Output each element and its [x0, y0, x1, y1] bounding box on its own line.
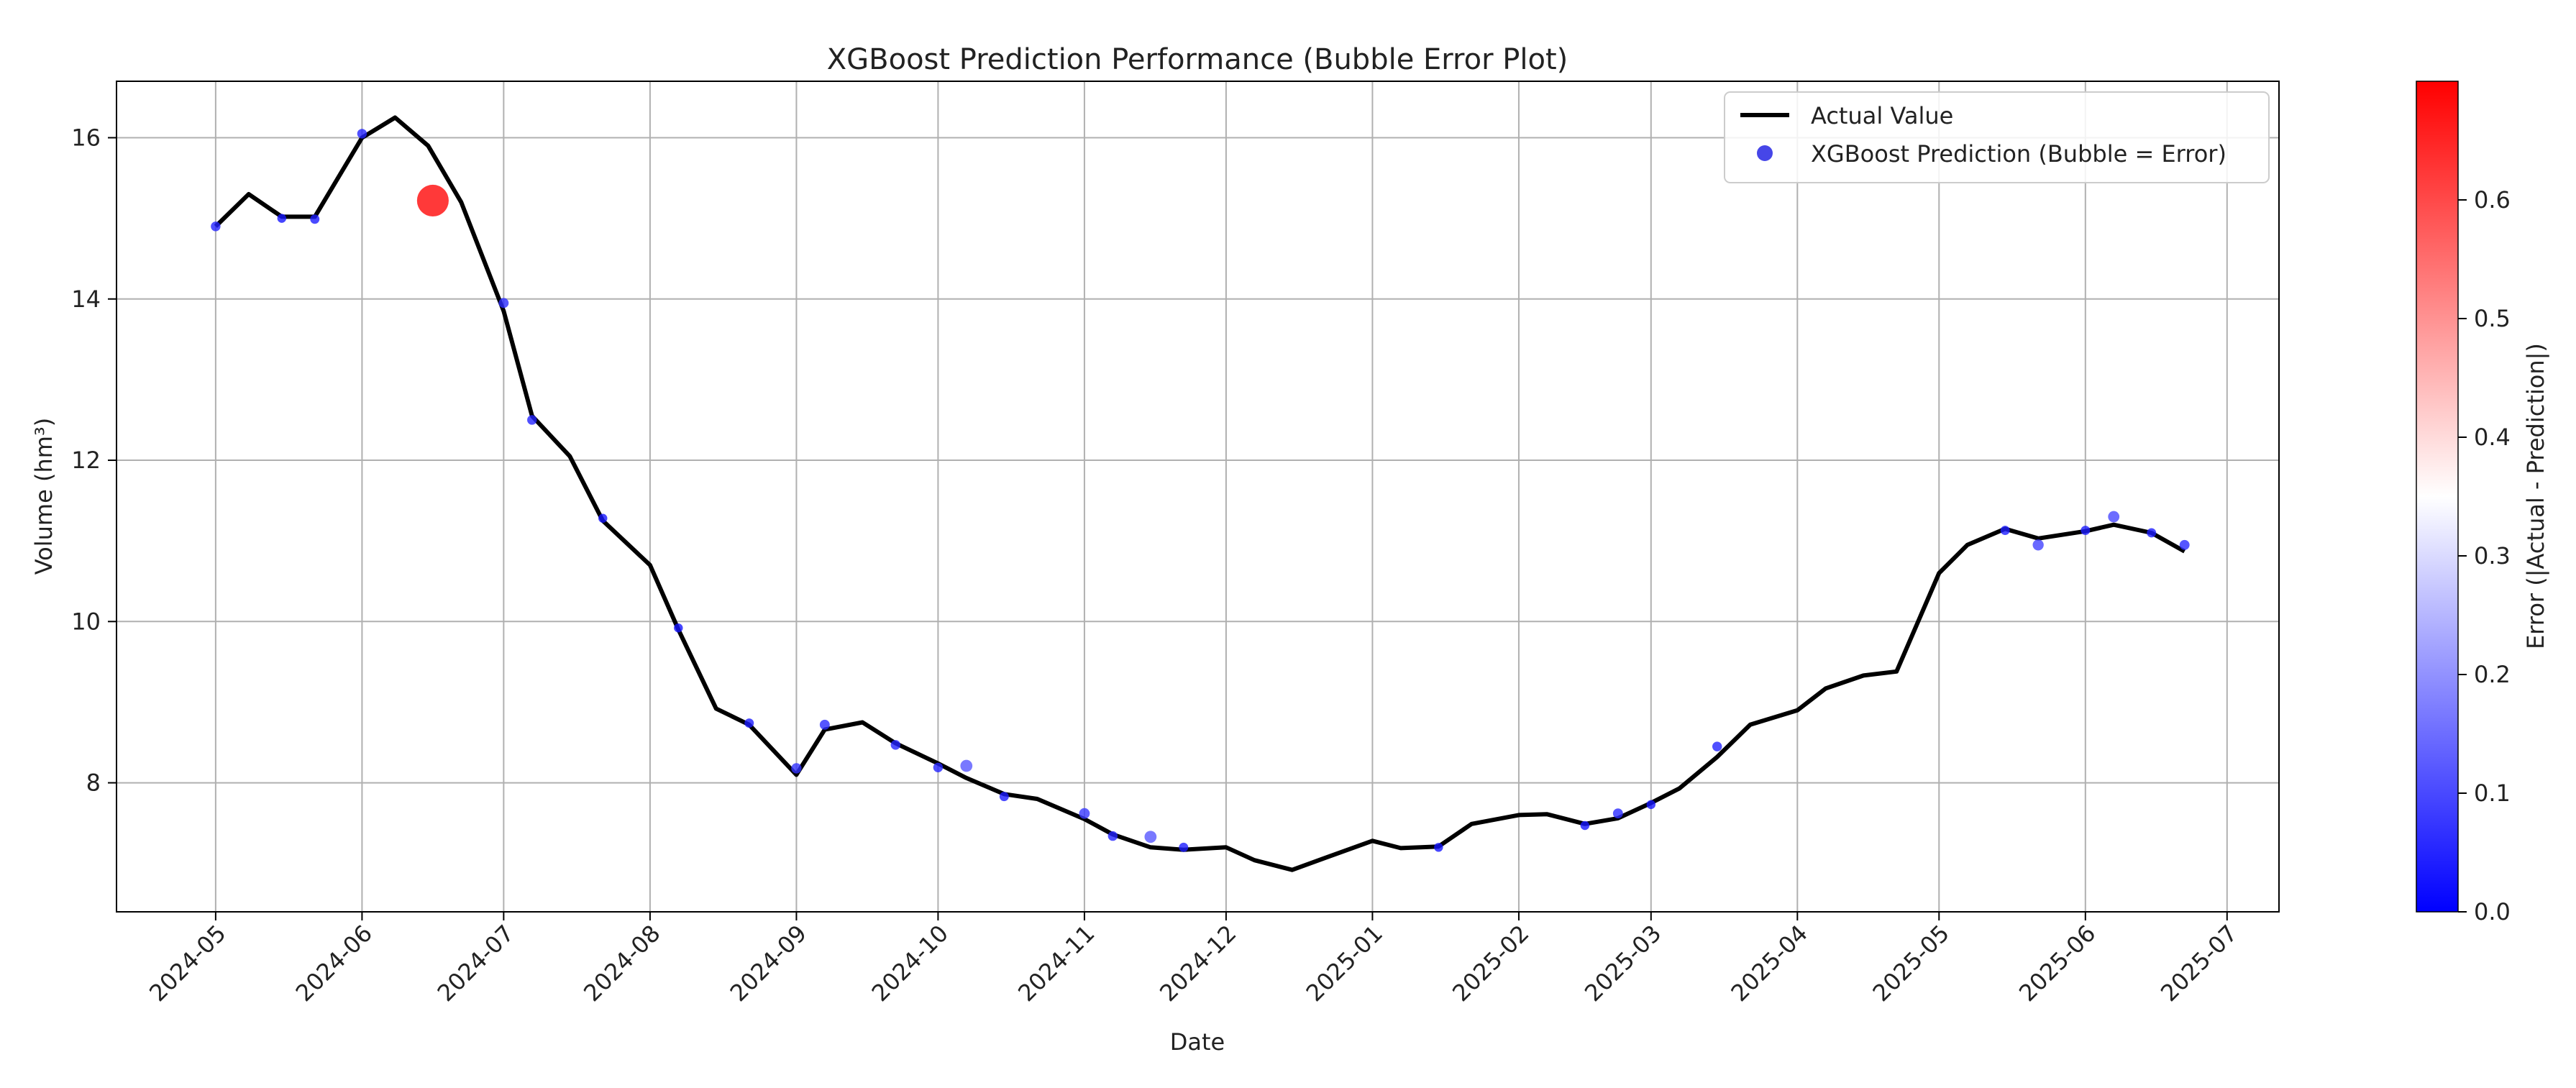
- prediction-point: [1079, 808, 1090, 819]
- prediction-point: [791, 763, 802, 774]
- colorbar-gradient: [2416, 81, 2459, 913]
- prediction-point: [2147, 528, 2157, 538]
- y-tick-label: 14: [71, 285, 101, 313]
- actual-value-line: [214, 115, 2186, 872]
- prediction-point: [2108, 511, 2120, 523]
- chart-title: XGBoost Prediction Performance (Bubble E…: [827, 43, 1568, 76]
- prediction-point: [277, 214, 287, 223]
- colorbar-tick-label: 0.4: [2474, 424, 2511, 451]
- prediction-point: [1434, 843, 1443, 852]
- prediction-point: [890, 740, 901, 750]
- prediction-point: [598, 513, 608, 523]
- colorbar-tick-label: 0.6: [2474, 186, 2511, 214]
- prediction-point: [1712, 741, 1722, 751]
- prediction-series: [211, 129, 2190, 852]
- legend-box: [1724, 91, 2270, 183]
- x-axis-label: Date: [1170, 1028, 1225, 1056]
- y-axis-ticks: 8 10 12 14 16: [71, 124, 117, 797]
- prediction-point: [211, 221, 221, 232]
- legend-label-prediction: XGBoost Prediction (Bubble = Error): [1811, 140, 2226, 168]
- y-tick-label: 16: [71, 124, 101, 151]
- prediction-point: [416, 184, 449, 217]
- prediction-point: [2179, 539, 2190, 550]
- legend-label-actual: Actual Value: [1811, 102, 1953, 129]
- colorbar-label: Error (|Actual - Prediction|): [2522, 343, 2549, 649]
- legend-point-swatch: [1757, 145, 1773, 161]
- plot-frame: [116, 81, 2280, 913]
- prediction-point: [960, 759, 973, 772]
- colorbar-tick-label: 0.3: [2474, 542, 2511, 570]
- y-tick-label: 10: [71, 608, 101, 635]
- prediction-point: [999, 792, 1009, 802]
- prediction-point: [2032, 539, 2044, 551]
- prediction-point: [1144, 831, 1157, 844]
- y-axis-label: Volume (hm³): [30, 418, 58, 575]
- prediction-point: [310, 214, 320, 224]
- prediction-point: [1107, 831, 1118, 841]
- prediction-point: [527, 415, 537, 425]
- colorbar-tick-label: 0.0: [2474, 898, 2511, 925]
- prediction-point: [2081, 526, 2091, 536]
- colorbar-tick-label: 0.2: [2474, 661, 2511, 688]
- colorbar-tick-label: 0.1: [2474, 780, 2511, 807]
- y-tick-label: 12: [71, 447, 101, 474]
- prediction-point: [744, 718, 754, 728]
- colorbar-ticks: 0.0 0.1 0.2 0.3 0.4 0.5 0.6: [2458, 186, 2511, 925]
- prediction-point: [498, 298, 509, 308]
- prediction-point: [1646, 800, 1656, 810]
- prediction-point: [2000, 526, 2010, 536]
- y-tick-label: 8: [86, 769, 101, 797]
- prediction-point: [357, 129, 367, 139]
- prediction-point: [1612, 808, 1623, 819]
- colorbar-tick-label: 0.5: [2474, 305, 2511, 332]
- actual-value-series: [214, 115, 2186, 872]
- legend: Actual Value XGBoost Prediction (Bubble …: [1724, 91, 2270, 183]
- prediction-point: [1580, 820, 1590, 831]
- prediction-point: [933, 762, 944, 772]
- prediction-point: [819, 719, 830, 730]
- prediction-point: [1179, 842, 1189, 852]
- prediction-point: [674, 623, 683, 633]
- colorbar: 0.0 0.1 0.2 0.3 0.4 0.5 0.6 Error (|Actual - P…: [2416, 81, 2549, 925]
